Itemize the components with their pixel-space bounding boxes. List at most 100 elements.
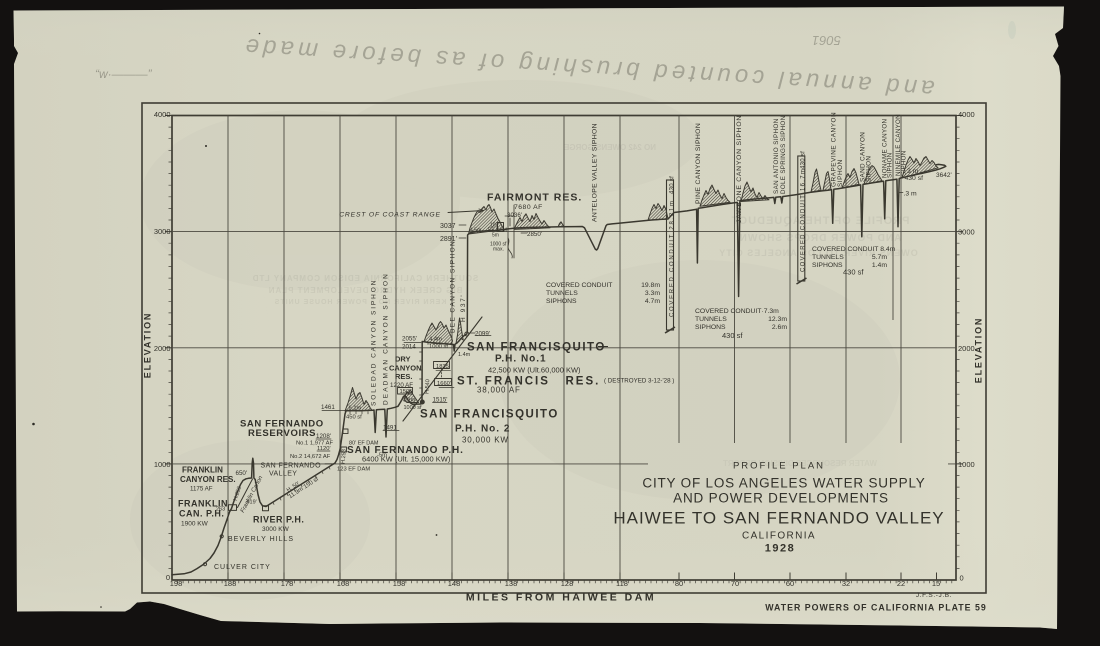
svg-text:5m: 5m [492,233,499,239]
svg-text:6400 KW (Ult. 15,000 KW): 6400 KW (Ult. 15,000 KW) [362,455,451,464]
svg-text:1505: 1505 [400,389,413,395]
svg-text:2850': 2850' [527,231,542,238]
svg-text:138: 138 [505,579,518,588]
svg-text:H.253: H.253 [341,449,348,464]
svg-text:430 sf: 430 sf [905,175,924,182]
svg-text:3.1m: 3.1m [403,398,416,404]
svg-text:WATER RESOURCES DIVISION REPOR: WATER RESOURCES DIVISION REPORT [723,459,877,468]
svg-text:450 sf: 450 sf [346,414,362,420]
svg-text:15: 15 [932,579,940,588]
svg-text:263: 263 [216,507,225,513]
svg-text:430 sf: 430 sf [722,331,743,340]
svg-text:SIPHON: SIPHON [901,150,908,176]
svg-text:619': 619' [247,500,257,506]
svg-text:PINE CANYON SIPHON: PINE CANYON SIPHON [695,123,702,204]
svg-text:COVERED CONDUIT·7.3m: COVERED CONDUIT·7.3m [695,308,779,315]
svg-text:( DESTROYED 3-12-'28 ): ( DESTROYED 3-12-'28 ) [604,378,674,385]
svg-text:2.6m: 2.6m [772,324,787,331]
svg-text:No.2 14,672 AF: No.2 14,672 AF [290,454,331,460]
svg-text:0: 0 [166,573,170,582]
svg-text:H 937': H 937' [460,294,467,322]
svg-text:4.7m: 4.7m [645,298,660,305]
svg-text:3036': 3036' [507,212,522,219]
svg-text:1208': 1208' [316,433,331,440]
svg-text:3642': 3642' [936,172,952,179]
svg-text:2055': 2055' [402,335,417,342]
svg-text:ELEVATION: ELEVATION [143,312,153,378]
svg-text:430 sf: 430 sf [800,151,806,169]
svg-text:4000: 4000 [154,110,171,119]
svg-text:2000: 2000 [958,344,975,353]
svg-text:ELEVATION: ELEVATION [974,317,984,383]
svg-text:SAN FERNANDO: SAN FERNANDO [240,419,324,430]
svg-text:DEADMAN CANYON SIPHON: DEADMAN CANYON SIPHON [383,272,390,405]
svg-text:178: 178 [281,579,294,588]
svg-text:430 sf: 430 sf [669,176,675,194]
svg-text:4.5m: 4.5m [470,228,481,234]
svg-text:P.H. No.1: P.H. No.1 [495,354,547,365]
svg-text:CAN. P.H.: CAN. P.H. [179,509,224,519]
svg-text:-5m: -5m [377,453,387,459]
svg-text:158: 158 [393,579,406,588]
svg-text:J.F.S.-J.B.: J.F.S.-J.B. [916,592,952,599]
svg-text:19.8m: 19.8m [641,282,660,289]
svg-text:CITY OF LOS ANGELES WATER SUPP: CITY OF LOS ANGELES WATER SUPPLY [642,476,925,491]
svg-text:BEE CANYON SIPHON: BEE CANYON SIPHON [450,240,457,333]
svg-text:80' EF DAM: 80' EF DAM [349,441,379,447]
svg-text:123 EF DAM: 123 EF DAM [337,467,370,473]
svg-text:AND POWER DEVELOPMENTS: AND POWER DEVELOPMENTS [673,491,889,506]
svg-text:80: 80 [675,579,683,588]
svg-text:1835: 1835 [436,364,449,370]
svg-text:H.253: H.253 [233,486,243,502]
svg-text:1000 sf: 1000 sf [429,344,448,350]
svg-text:SIPHONS: SIPHONS [546,298,577,305]
svg-text:1900 KW: 1900 KW [181,521,209,528]
svg-text:198: 198 [170,579,183,588]
svg-text:HAIWEE TO SAN FERNANDO VALLEY: HAIWEE TO SAN FERNANDO VALLEY [613,509,944,528]
svg-text:2000: 2000 [154,344,171,353]
svg-text:BIG CREEK HYDRO DEVELOPMENT PL: BIG CREEK HYDRO DEVELOPMENT PLAN [268,286,463,295]
svg-text:1.4m: 1.4m [872,262,887,269]
svg-text:NINEMILE CANYON: NINEMILE CANYON [895,114,902,176]
svg-text:COVERED CONDUIT: COVERED CONDUIT [546,282,612,289]
svg-text:5061: 5061 [812,33,841,48]
svg-text:VALLEY: VALLEY [269,470,297,477]
svg-text:SOLEDAD CANYON SIPHON: SOLEDAD CANYON SIPHON [371,279,378,406]
svg-text:105: 105 [490,223,499,229]
svg-text:COVERED CONDUIT 8.4m: COVERED CONDUIT 8.4m [812,246,896,253]
svg-text:TUNNELS: TUNNELS [695,316,727,323]
svg-text:SAN FERNANDO P.H.: SAN FERNANDO P.H. [347,445,464,456]
svg-text:NO 242 OWENS GORGE: NO 242 OWENS GORGE [563,143,656,152]
svg-text:3000: 3000 [958,228,975,237]
svg-text:DOLE SPRINGS SIPHON: DOLE SPRINGS SIPHON [780,115,787,194]
svg-text:3037: 3037 [440,223,456,230]
svg-text:SIPHONS: SIPHONS [695,324,726,331]
svg-text:1000: 1000 [958,460,975,469]
svg-text:7680 AF: 7680 AF [514,204,543,211]
svg-text:P.H. No. 2: P.H. No. 2 [455,424,510,435]
svg-text:168: 168 [337,579,350,588]
svg-text:.3 m: .3 m [904,191,918,198]
svg-text:3000: 3000 [154,227,171,236]
svg-text:SAN ANTONIO SIPHON: SAN ANTONIO SIPHON [773,118,780,194]
svg-text:SIPHON: SIPHON [866,156,873,182]
svg-text:CULVER CITY: CULVER CITY [214,564,271,571]
svg-text:DRY: DRY [395,355,411,364]
svg-text:650': 650' [236,470,248,477]
svg-text:1491: 1491 [383,424,397,431]
svg-text:SOUTHERN CALIFORNIA EDISON COM: SOUTHERN CALIFORNIA EDISON COMPANY LTD [252,274,479,283]
svg-text:SIPHON: SIPHON [837,159,844,187]
svg-text:ANTELOPE VALLEY SIPHON: ANTELOPE VALLEY SIPHON [591,123,598,222]
svg-text:1928: 1928 [765,543,795,555]
svg-text:30,000 KW: 30,000 KW [462,436,509,445]
svg-text:1660': 1660' [437,381,451,387]
svg-text:SIPHON: SIPHON [887,152,894,178]
svg-text:38,000 AF: 38,000 AF [477,386,521,395]
svg-text:148: 148 [448,579,461,588]
svg-text:4.4m: 4.4m [429,337,442,343]
svg-text:KERN RIVER NO 3 POWER HOUSE UN: KERN RIVER NO 3 POWER HOUSE UNITS [274,299,447,306]
svg-text:0: 0 [960,574,964,583]
svg-text:1461: 1461 [321,404,335,411]
svg-text:ST. FRANCIS RES.: ST. FRANCIS RES. [457,376,600,388]
svg-text:FRANKLIN: FRANKLIN [178,499,228,509]
